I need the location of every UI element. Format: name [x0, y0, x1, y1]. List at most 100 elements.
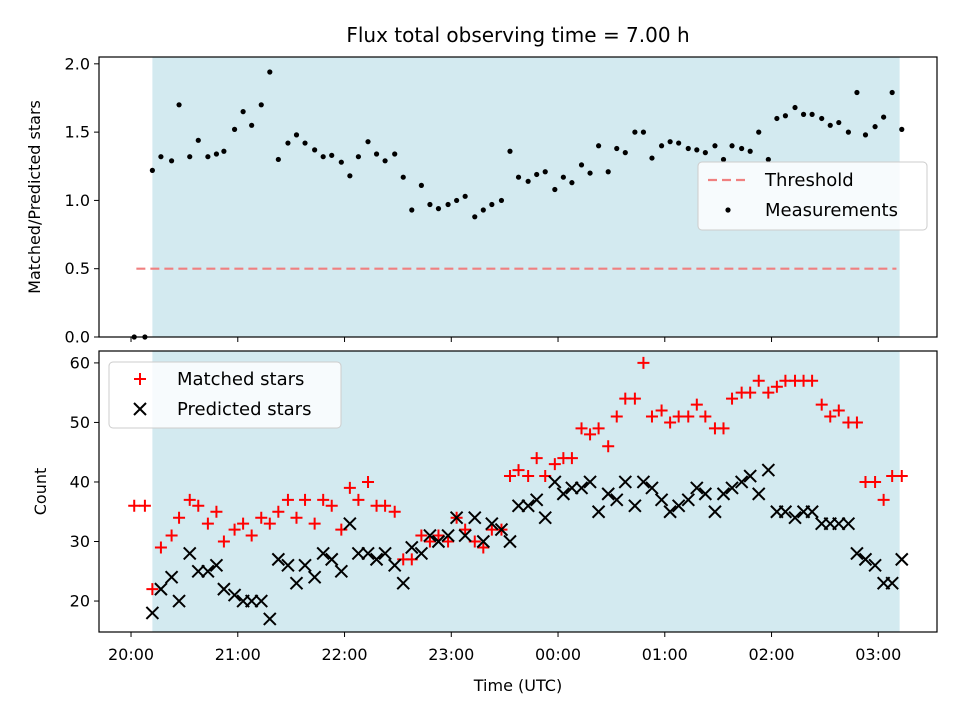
data-point [271, 552, 286, 567]
data-point [382, 158, 388, 164]
x-tick-label: 01:00 [642, 645, 688, 664]
data-point [595, 143, 602, 149]
data-point [628, 499, 642, 513]
data-point [158, 154, 164, 160]
data-point [472, 214, 478, 220]
data-point [610, 410, 623, 423]
data-point [240, 109, 246, 115]
data-point [872, 124, 878, 130]
data-point [739, 145, 745, 152]
data-point [378, 546, 392, 561]
data-point [347, 173, 353, 179]
y-tick-label: 0.5 [65, 259, 90, 278]
data-point [362, 475, 375, 488]
data-point [507, 148, 513, 154]
ratio-panel: 0.0 0.5 1.0 1.5 2.0 Matched/Predicted stars Th… [25, 54, 938, 347]
data-point [575, 422, 588, 435]
data-point [699, 410, 712, 423]
data-point [325, 552, 339, 567]
legend-box [108, 361, 342, 429]
data-point [756, 129, 762, 135]
data-point [752, 487, 766, 501]
data-point [512, 464, 525, 477]
axes-frame [98, 56, 938, 338]
data-point [778, 505, 793, 519]
data-point [525, 178, 531, 184]
data-point [351, 546, 366, 561]
axes-frame [98, 350, 938, 633]
data-point [552, 186, 558, 193]
data-point [213, 151, 220, 157]
data-point [308, 517, 321, 530]
data-point [427, 201, 433, 208]
data-point [560, 174, 566, 180]
data-point [396, 576, 410, 590]
data-point [815, 398, 828, 411]
data-point [538, 510, 552, 525]
data-point [618, 475, 632, 489]
data-point [827, 122, 833, 128]
data-point [762, 386, 775, 399]
data-point [556, 487, 571, 501]
data-point [405, 540, 419, 555]
data-point [201, 564, 215, 578]
data-point [325, 499, 338, 512]
data-point [343, 481, 356, 494]
data-point [454, 197, 460, 204]
data-point [258, 102, 264, 108]
data-point [734, 475, 749, 489]
data-point [640, 129, 647, 135]
series-measurements [131, 69, 905, 340]
data-point [409, 207, 415, 213]
y-tick-label: 0.0 [65, 328, 90, 347]
data-point [442, 535, 455, 548]
data-point [726, 392, 739, 405]
data-point [565, 481, 579, 495]
data-point [622, 150, 628, 156]
data-point [227, 588, 242, 602]
data-point [441, 528, 455, 543]
data-point [476, 534, 491, 549]
legend-box [697, 161, 928, 231]
data-point [602, 440, 615, 453]
data-point [249, 122, 255, 128]
data-point [548, 475, 562, 489]
data-point [895, 470, 908, 483]
data-point [862, 132, 869, 138]
data-point [217, 535, 230, 548]
data-point [610, 493, 624, 507]
data-point [365, 139, 371, 145]
data-point [183, 546, 197, 561]
data-point [231, 126, 238, 132]
data-point [515, 174, 522, 180]
x-tick-label: 00:00 [535, 645, 581, 664]
data-point [637, 356, 650, 369]
y-tick-label: 30 [70, 532, 90, 551]
data-point [432, 529, 445, 542]
data-point [649, 155, 655, 161]
data-point [418, 182, 424, 188]
data-point [263, 517, 276, 530]
data-point [255, 511, 268, 524]
data-point [480, 207, 486, 213]
chart-title: Flux total observing time = 7.00 h [346, 23, 689, 47]
data-point [338, 159, 344, 165]
data-point [583, 475, 597, 489]
data-point [725, 481, 739, 495]
data-point [587, 170, 593, 176]
data-point [334, 564, 349, 578]
data-point [275, 156, 281, 163]
data-point [209, 558, 224, 573]
data-point [449, 510, 464, 525]
data-point [164, 570, 179, 584]
data-point [369, 552, 384, 567]
data-point [899, 126, 905, 132]
data-point [548, 458, 561, 471]
data-point [165, 529, 178, 542]
data-point [173, 511, 186, 524]
data-point [289, 576, 304, 590]
data-point [676, 140, 682, 146]
data-point [591, 505, 606, 519]
data-point [720, 156, 727, 163]
